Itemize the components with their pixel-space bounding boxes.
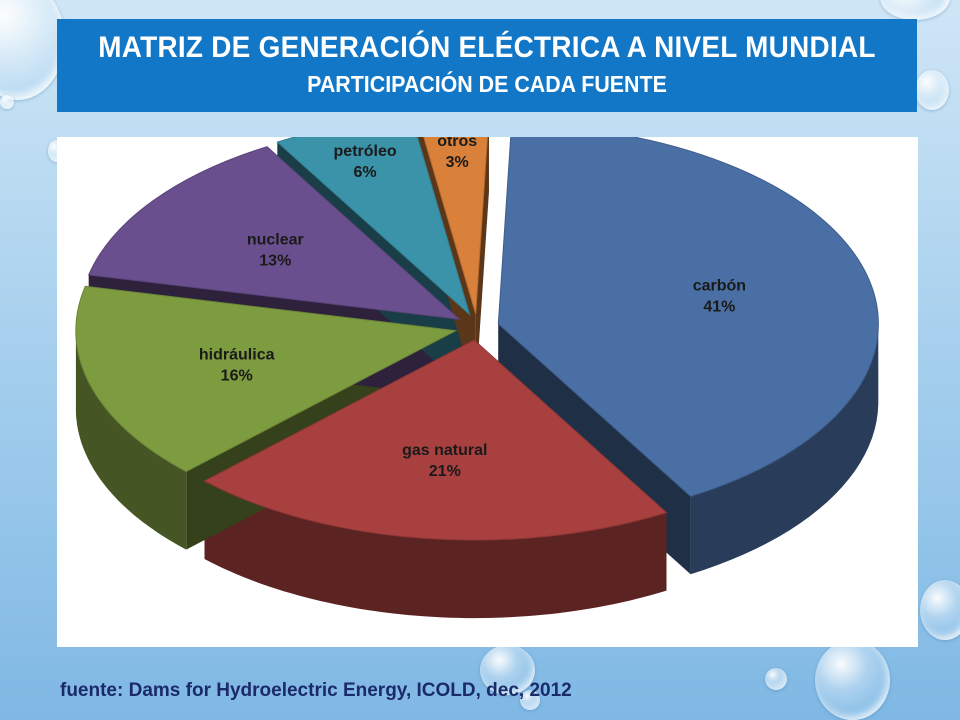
pie-slice-3 (87, 146, 461, 320)
droplet-decoration (765, 668, 787, 690)
pie-slice-side-2 (75, 329, 187, 550)
pie-chart: carbón 41% gas natural 21% hidráulica 16% nucl… (75, 137, 879, 619)
droplet-decoration (880, 0, 950, 20)
slice-label: carbón (693, 277, 746, 294)
droplet-decoration (480, 645, 535, 695)
pie-slice-0 (497, 137, 879, 497)
slice-value-label: 3% (446, 154, 469, 171)
pie-top-layer (75, 137, 879, 541)
pie-slice-side-0 (690, 325, 879, 575)
source-citation: fuente: Dams for Hydroelectric Energy, I… (60, 680, 572, 701)
droplet-decoration (520, 690, 540, 710)
slice-label: petróleo (334, 143, 397, 160)
droplet-decoration (0, 0, 65, 100)
droplet-decoration (915, 70, 949, 110)
droplet-decoration (815, 640, 890, 720)
droplet-decoration (0, 95, 14, 109)
pie-slice-2 (75, 285, 458, 473)
slice-value-label: 41% (703, 298, 735, 315)
pie-label-layer: carbón 41% gas natural 21% hidráulica 16% nucl… (199, 137, 746, 480)
title-banner: MATRIZ DE GENERACIÓN ELÉCTRICA A NIVEL M… (57, 19, 917, 112)
pie-slice-5 (423, 137, 488, 314)
slice-label: nuclear (247, 231, 304, 248)
chart-panel: carbón 41% gas natural 21% hidráulica 16% nucl… (57, 137, 918, 647)
pie-slice-4 (276, 137, 471, 317)
slice-value-label: 16% (221, 368, 253, 385)
pie-slice-side-1 (204, 481, 667, 619)
slice-value-label: 13% (259, 252, 291, 269)
slice-value-label: 21% (429, 463, 461, 480)
slice-label: otros (437, 137, 477, 150)
slide-title: MATRIZ DE GENERACIÓN ELÉCTRICA A NIVEL M… (98, 31, 876, 64)
droplet-decoration (920, 580, 960, 640)
slice-label: gas natural (402, 442, 487, 459)
slide-subtitle: PARTICIPACIÓN DE CADA FUENTE (307, 71, 667, 97)
slice-value-label: 6% (354, 164, 377, 181)
pie-slice-wall (475, 137, 489, 392)
slice-label: hidráulica (199, 347, 275, 364)
pie-slice-1 (203, 339, 668, 541)
